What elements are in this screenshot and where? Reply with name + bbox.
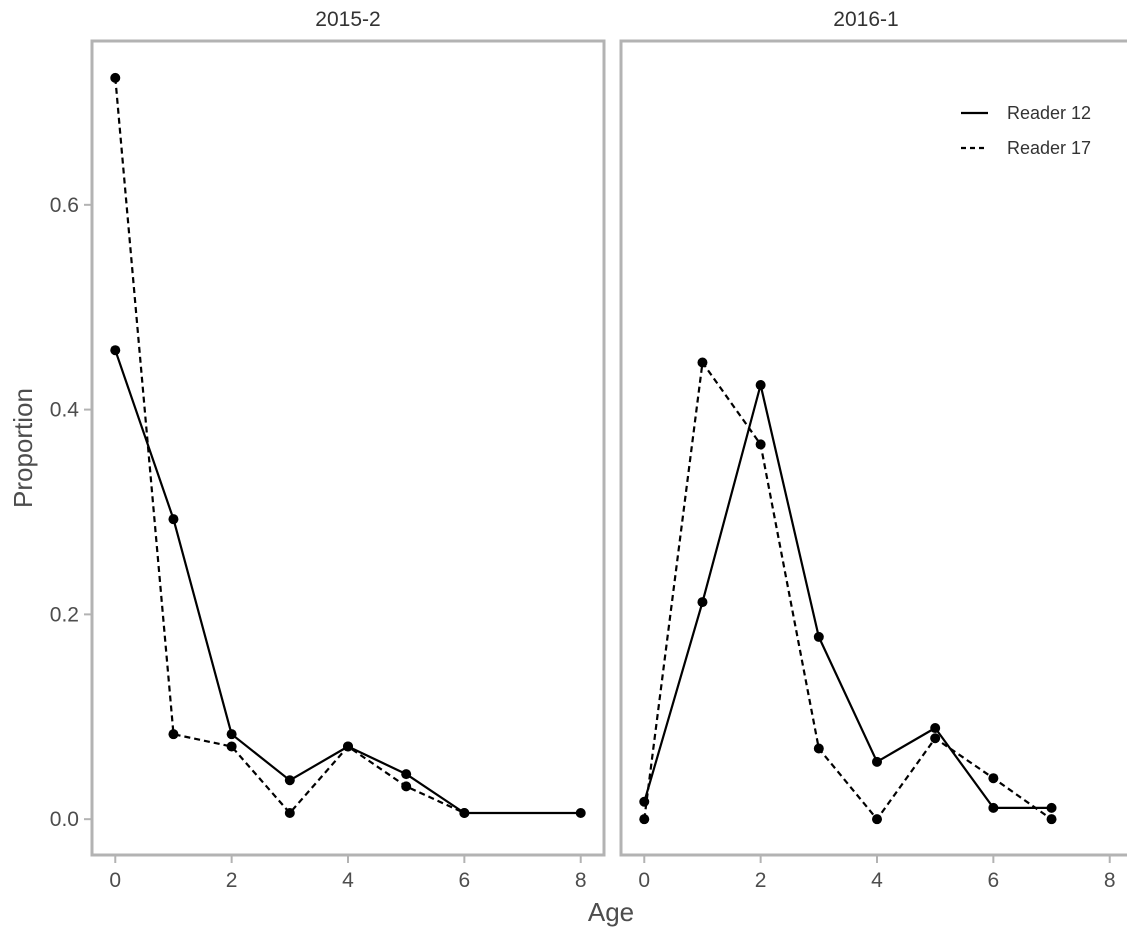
y-tick-label: 0.6 — [50, 194, 79, 217]
data-point — [813, 743, 824, 754]
series-line-reader-17 — [114, 77, 465, 815]
y-axis-title: Proportion — [8, 388, 38, 508]
x-axis-title: Age — [588, 897, 634, 927]
panel-title: 2016-1 — [833, 8, 898, 31]
data-point — [930, 733, 941, 744]
data-point — [755, 439, 766, 450]
data-point — [1046, 802, 1057, 813]
panel-title: 2015-2 — [315, 8, 380, 31]
panel-2016-1: 2016-1 0 2 4 6 8 — [619, 8, 1127, 892]
data-point — [401, 781, 412, 792]
data-point — [930, 723, 941, 734]
data-point — [284, 808, 295, 819]
data-point — [639, 814, 650, 825]
x-tick-label: 2 — [755, 869, 767, 892]
x-tick-label: 0 — [638, 869, 650, 892]
data-point — [459, 808, 470, 819]
legend-label: Reader 17 — [1007, 138, 1091, 158]
series-line-reader-12 — [114, 349, 581, 815]
x-tick-label: 4 — [342, 869, 354, 892]
data-point — [988, 802, 999, 813]
legend-label: Reader 12 — [1007, 103, 1091, 123]
data-point — [226, 729, 237, 740]
series-line-reader-12 — [643, 383, 1052, 810]
data-point — [872, 756, 882, 767]
data-point — [1046, 814, 1057, 825]
data-point — [575, 808, 586, 819]
data-point — [110, 72, 121, 83]
data-point — [284, 775, 295, 786]
series-line-reader-17 — [643, 361, 1053, 821]
panel-2015-2: 2015-2 0 2 4 6 8 — [90, 8, 606, 892]
data-point — [697, 357, 708, 368]
legend: Reader 12 Reader 17 — [961, 103, 1091, 158]
panel-border — [90, 39, 606, 857]
data-point — [168, 729, 179, 740]
data-point — [168, 514, 179, 525]
data-point — [110, 345, 121, 356]
data-point — [988, 773, 999, 784]
data-point — [872, 814, 882, 825]
x-tick-label: 6 — [988, 869, 1000, 892]
x-tick-label: 2 — [226, 869, 238, 892]
data-point — [755, 380, 766, 391]
y-tick-label: 0.4 — [50, 399, 80, 422]
data-point — [813, 631, 824, 642]
x-tick-label: 6 — [459, 869, 471, 892]
data-point — [401, 769, 412, 780]
y-tick-label: 0.0 — [50, 808, 79, 831]
data-point — [343, 741, 353, 752]
panel-border — [619, 39, 1127, 857]
x-tick-label: 0 — [109, 869, 121, 892]
data-point — [226, 741, 237, 752]
x-tick-label: 8 — [1104, 869, 1116, 892]
y-tick-label: 0.2 — [50, 603, 79, 626]
x-tick-label: 4 — [871, 869, 883, 892]
x-tick-label: 8 — [575, 869, 587, 892]
data-point — [697, 597, 708, 608]
